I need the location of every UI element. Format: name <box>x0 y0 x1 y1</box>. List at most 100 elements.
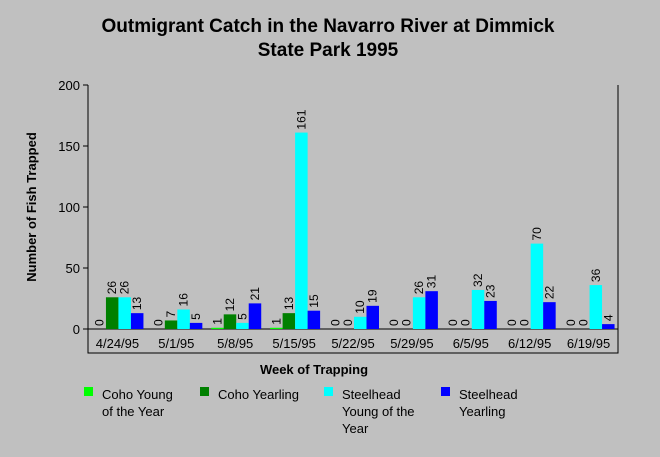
legend-swatch <box>324 387 333 396</box>
data-label: 5 <box>235 313 249 320</box>
x-tick-label: 6/5/95 <box>453 336 489 351</box>
bar <box>130 313 144 329</box>
bar <box>236 322 249 329</box>
data-label: 0 <box>387 319 401 326</box>
data-label: 21 <box>248 287 262 301</box>
data-label: 0 <box>564 319 578 326</box>
data-label: 26 <box>118 281 132 295</box>
data-label: 13 <box>130 296 144 310</box>
x-tick-label: 6/19/95 <box>567 336 610 351</box>
bar <box>282 313 296 329</box>
bar <box>177 309 190 329</box>
data-label: 0 <box>328 319 342 326</box>
data-label: 31 <box>425 275 439 289</box>
legend-item: Steelhead Young of the Year <box>324 387 415 436</box>
bar <box>484 300 497 329</box>
bar <box>543 302 556 329</box>
x-axis-title: Week of Trapping <box>260 362 368 377</box>
x-tick-label: 4/24/95 <box>96 336 139 351</box>
y-tick-label: 0 <box>73 322 80 337</box>
legend-label: Year <box>342 421 369 436</box>
data-label: 161 <box>294 109 308 129</box>
legend-swatch <box>200 387 209 396</box>
data-label: 0 <box>93 319 107 326</box>
y-tick-label: 50 <box>66 261 80 276</box>
data-label: 36 <box>589 268 603 282</box>
bar <box>471 289 485 329</box>
legend-swatch <box>84 387 93 396</box>
bar <box>366 305 379 329</box>
data-label: 16 <box>177 293 191 307</box>
data-label: 0 <box>576 319 590 326</box>
bar <box>223 314 237 329</box>
data-label: 1 <box>210 318 224 325</box>
legend-label: Steelhead <box>342 387 401 402</box>
y-axis-title: Number of Fish Trapped <box>24 132 39 282</box>
bar <box>248 303 262 329</box>
bar <box>425 291 438 329</box>
data-label: 26 <box>105 281 119 295</box>
bar-series-group <box>105 132 615 329</box>
y-axis-ticks: 0 50 100 150 200 <box>58 78 88 337</box>
bar <box>105 297 119 329</box>
data-label: 5 <box>189 313 203 320</box>
data-label: 22 <box>542 285 556 299</box>
data-label: 32 <box>471 273 485 287</box>
x-tick-label: 5/1/95 <box>158 336 194 351</box>
legend-swatch <box>441 387 450 396</box>
data-label: 1 <box>269 318 283 325</box>
bar <box>164 320 178 329</box>
data-label: 0 <box>517 319 531 326</box>
chart-title-line-2: State Park 1995 <box>258 40 399 61</box>
bar <box>354 316 367 329</box>
legend-label: Coho Yearling <box>218 387 299 402</box>
x-tick-label: 6/12/95 <box>508 336 551 351</box>
legend-label: Steelhead <box>459 387 518 402</box>
bar <box>211 327 224 329</box>
legend-item: Coho Young of the Year <box>84 387 173 419</box>
bar <box>530 243 544 329</box>
data-label: 15 <box>307 294 321 308</box>
bar <box>602 324 615 329</box>
chart-title: Outmigrant Catch in the Navarro River at… <box>102 16 555 61</box>
x-tick-label: 5/15/95 <box>272 336 315 351</box>
legend-item: Coho Yearling <box>200 387 299 402</box>
plot-area <box>88 85 618 329</box>
legend-label: Young of the <box>342 404 415 419</box>
data-label: 4 <box>601 314 615 321</box>
data-label: 13 <box>282 296 296 310</box>
data-label-group: 0262613071651125211131611500101900263100… <box>93 109 616 326</box>
bar <box>412 297 426 329</box>
data-label: 0 <box>152 319 166 326</box>
data-label: 19 <box>366 289 380 303</box>
bar <box>118 297 131 329</box>
bar <box>295 132 308 329</box>
legend-label: Yearling <box>459 404 506 419</box>
x-tick-label-band <box>87 328 619 354</box>
plot-frame <box>87 85 619 354</box>
y-tick-label: 100 <box>58 200 80 215</box>
chart-title-line-1: Outmigrant Catch in the Navarro River at… <box>102 16 555 37</box>
bar <box>189 322 203 329</box>
data-label: 0 <box>400 319 414 326</box>
x-tick-label: 5/29/95 <box>390 336 433 351</box>
y-tick-label: 200 <box>58 78 80 93</box>
data-label: 0 <box>459 319 473 326</box>
data-label: 26 <box>412 281 426 295</box>
data-label: 0 <box>505 319 519 326</box>
legend-label: Coho Young <box>102 387 173 402</box>
data-label: 23 <box>484 284 498 298</box>
data-label: 0 <box>341 319 355 326</box>
x-axis-ticks: 4/24/95 5/1/95 5/8/95 5/15/95 5/22/95 5/29/95… <box>96 336 610 351</box>
legend-label: of the Year <box>102 404 165 419</box>
data-label: 0 <box>446 319 460 326</box>
bar <box>589 285 603 329</box>
legend-item: Steelhead Yearling <box>441 387 518 419</box>
data-label: 70 <box>530 227 544 241</box>
x-tick-label: 5/22/95 <box>331 336 374 351</box>
data-label: 10 <box>353 300 367 314</box>
bar <box>270 327 283 329</box>
x-tick-label: 5/8/95 <box>217 336 253 351</box>
y-tick-label: 150 <box>58 139 80 154</box>
